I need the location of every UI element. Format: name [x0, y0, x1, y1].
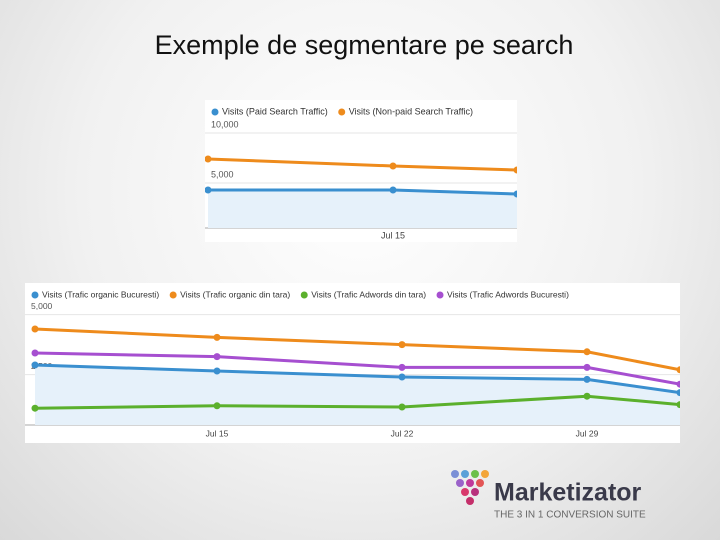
legend-swatch — [31, 291, 39, 299]
legend-label: Visits (Non-paid Search Traffic) — [349, 106, 473, 116]
data-point — [205, 155, 212, 163]
legend-swatch — [338, 108, 346, 116]
slide-title: Exemple de segmentare pe search — [155, 30, 574, 60]
y-tick-label: 5,000 — [31, 301, 53, 311]
legend-label: Visits (Trafic organic Bucuresti) — [42, 289, 159, 299]
data-point — [676, 389, 680, 397]
data-point — [398, 363, 406, 371]
data-point — [676, 380, 680, 388]
data-point — [398, 403, 406, 411]
data-point — [213, 333, 221, 341]
x-tick-label: Jul 15 — [206, 428, 229, 438]
y-tick-label: 5,000 — [211, 169, 234, 179]
chart: 5,000 10,000 Jul 15 Visits (Paid Search Tra… — [205, 100, 517, 242]
logo-tagline: THE 3 IN 1 CONVERSION SUITE — [494, 510, 646, 521]
data-point — [676, 366, 680, 374]
data-point — [583, 363, 591, 371]
data-point — [676, 401, 680, 409]
plot-area — [205, 155, 517, 228]
data-point — [389, 162, 397, 170]
area — [208, 190, 517, 228]
logo-name: Marketizator — [494, 479, 642, 507]
data-point — [213, 353, 221, 361]
data-point — [513, 190, 517, 198]
logo-icon — [451, 470, 489, 505]
legend-label: Visits (Trafic Adwords Bucuresti) — [447, 289, 569, 299]
data-point — [583, 348, 591, 356]
plot-area — [31, 325, 680, 425]
legend-label: Visits (Paid Search Traffic) — [222, 106, 328, 116]
data-point — [513, 166, 517, 174]
x-tick-label: Jul 29 — [576, 428, 599, 438]
data-point — [389, 186, 397, 194]
legend-label: Visits (Trafic organic din tara) — [180, 289, 290, 299]
x-tick-label: Jul 22 — [391, 428, 414, 438]
x-tick-label: Jul 15 — [381, 230, 405, 240]
data-point — [398, 341, 406, 349]
legend-label: Visits (Trafic Adwords din tara) — [311, 289, 426, 299]
data-point — [398, 373, 406, 381]
data-point — [583, 375, 591, 383]
legend-swatch — [300, 291, 308, 299]
data-point — [31, 361, 39, 369]
data-point — [213, 367, 221, 375]
data-point — [31, 325, 39, 333]
data-point — [31, 404, 39, 412]
y-tick-label: 10,000 — [211, 119, 239, 129]
data-point — [205, 186, 212, 194]
legend-swatch — [169, 291, 177, 299]
legend-swatch — [211, 108, 219, 116]
data-point — [213, 402, 221, 410]
legend-swatch — [436, 291, 444, 299]
data-point — [31, 349, 39, 357]
data-point — [583, 392, 591, 400]
